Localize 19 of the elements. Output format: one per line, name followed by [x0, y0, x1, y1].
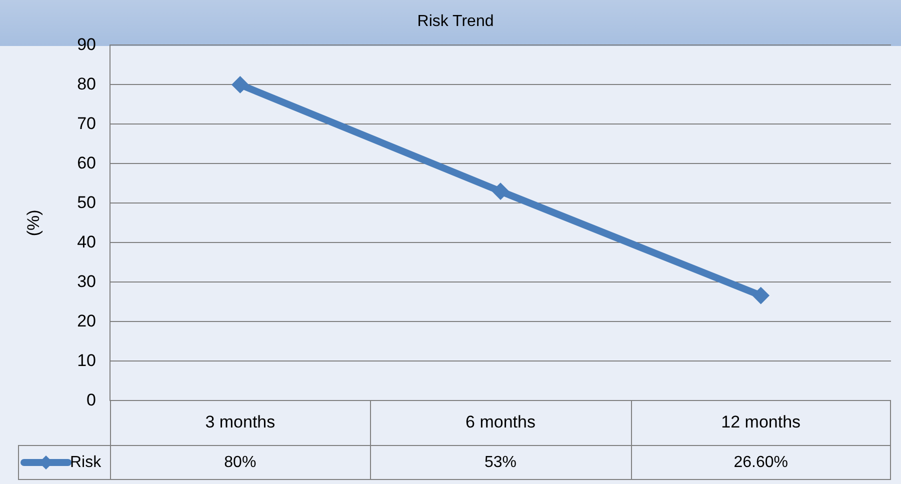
y-tick-label: 40	[77, 232, 96, 252]
x-tick-label: 3 months	[205, 412, 276, 432]
x-tick-label: 12 months	[721, 412, 801, 432]
y-tick-label: 80	[77, 74, 96, 94]
y-tick-label: 10	[77, 350, 96, 370]
y-tick-label: 70	[77, 114, 96, 133]
legend-label: Risk	[70, 454, 102, 471]
y-tick-label: 30	[77, 272, 96, 291]
y-tick-label: 0	[86, 390, 96, 410]
y-tick-label: 20	[77, 311, 96, 330]
chart-title: Risk Trend	[417, 13, 494, 30]
data-label: 53%	[484, 454, 517, 471]
y-tick-label: 60	[77, 153, 96, 172]
y-tick-label: 50	[77, 192, 96, 212]
y-axis-title: (%)	[24, 210, 43, 236]
x-tick-label: 6 months	[466, 412, 536, 432]
y-tick-label: 90	[77, 34, 96, 54]
data-label: 80%	[224, 454, 256, 471]
data-label: 26.60%	[734, 454, 788, 471]
